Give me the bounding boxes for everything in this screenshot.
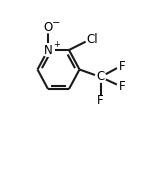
Text: O: O	[43, 21, 53, 34]
Text: C: C	[96, 70, 105, 83]
Circle shape	[42, 21, 54, 33]
Text: −: −	[52, 18, 60, 28]
Text: F: F	[118, 60, 125, 73]
Circle shape	[95, 72, 106, 82]
Text: F: F	[118, 80, 125, 93]
Circle shape	[42, 44, 54, 56]
Text: Cl: Cl	[86, 33, 98, 46]
Circle shape	[117, 62, 126, 71]
Text: +: +	[53, 40, 60, 49]
Circle shape	[96, 96, 105, 104]
Text: N: N	[44, 43, 52, 56]
Circle shape	[86, 34, 97, 45]
Circle shape	[117, 82, 126, 90]
Text: F: F	[97, 95, 104, 108]
